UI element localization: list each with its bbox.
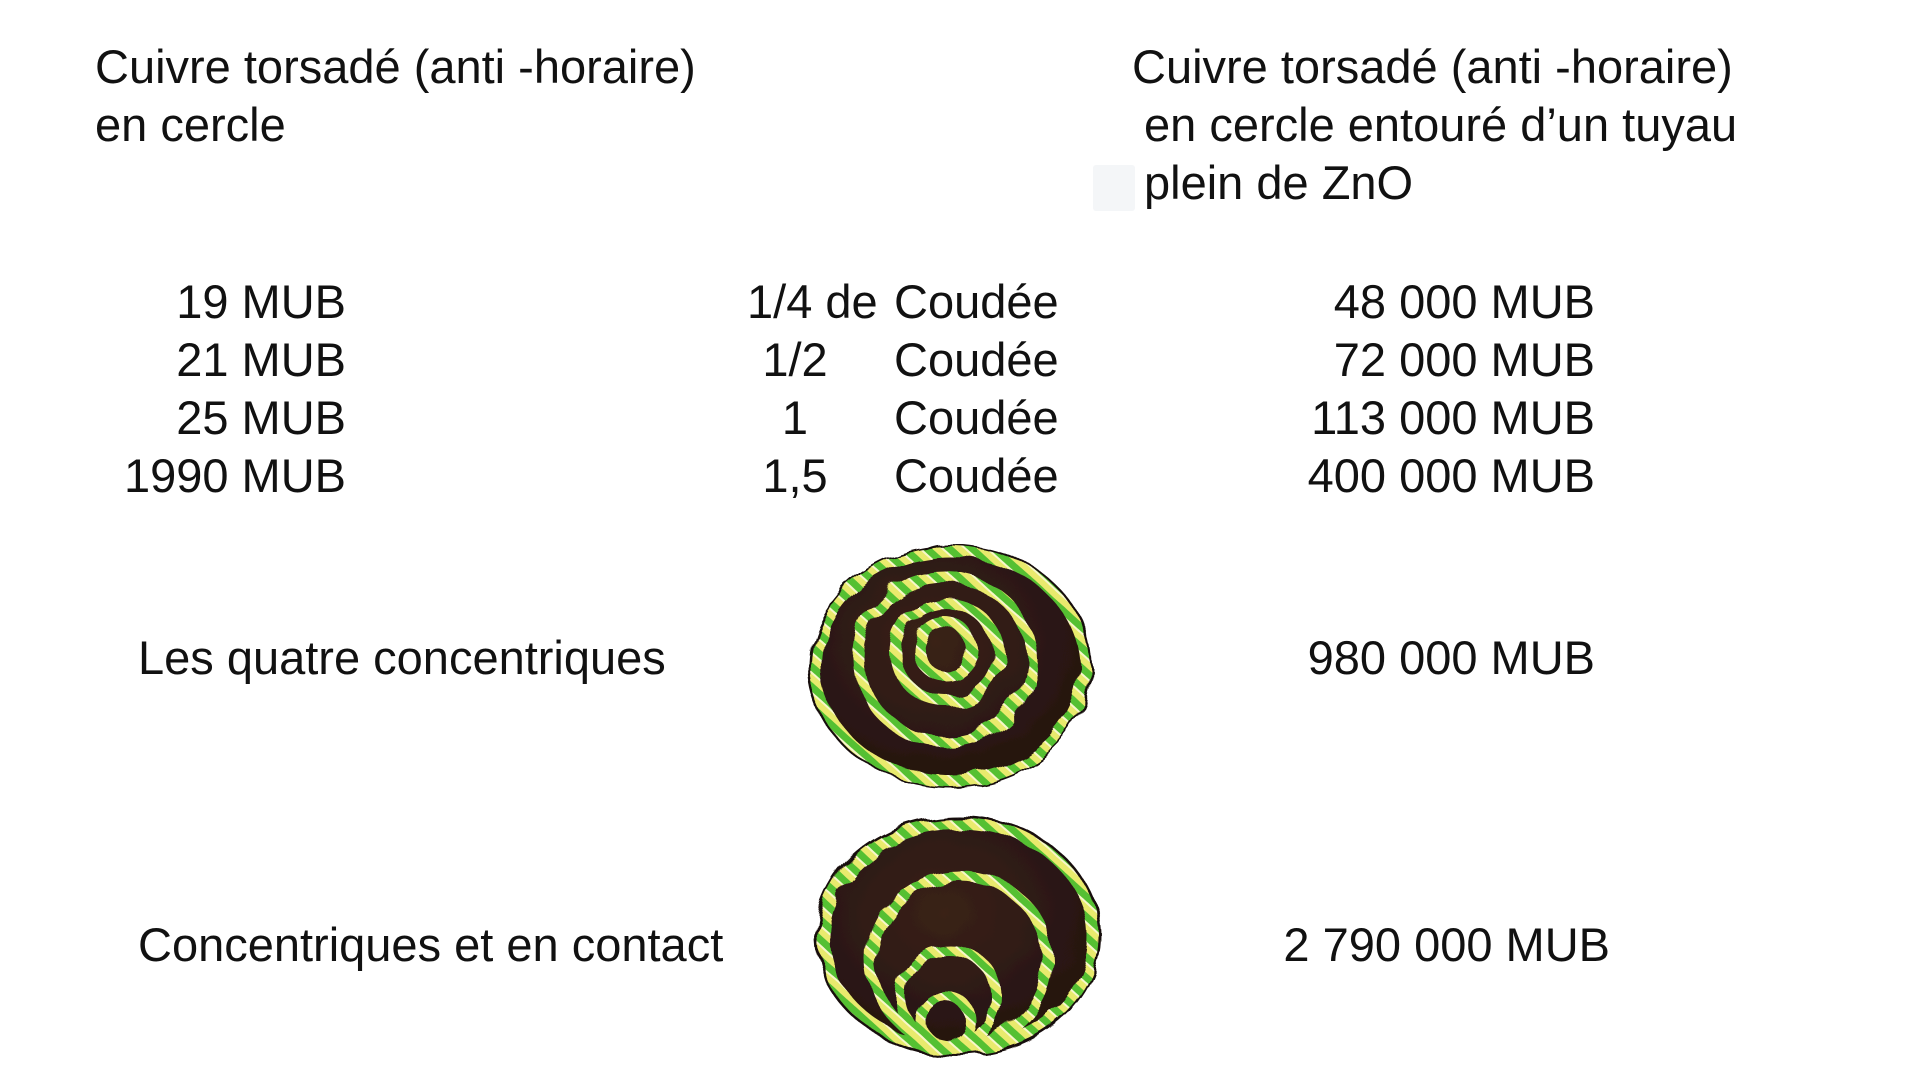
figure-value: 2 790 000 MUB <box>1283 918 1610 971</box>
mub-value-cell: 48 000 MUB <box>1333 275 1595 328</box>
mub-value-cell: 72 000 MUB <box>1333 333 1595 386</box>
length-qty-cell: 1/2 <box>762 333 828 386</box>
scan-artifact-square <box>1093 165 1135 211</box>
right-column-header: Cuivre torsadé (anti -horaire) en cercle… <box>1132 38 1737 212</box>
mub-cost-cell: 1990 MUB <box>123 449 346 502</box>
mub-value-cell: 400 000 MUB <box>1307 449 1595 502</box>
length-qty-cell: 1/4 de <box>747 275 878 328</box>
length-qty-cell: 1,5 <box>762 449 828 502</box>
length-unit-cell: Coudée <box>894 391 1059 444</box>
left-header-line1: Cuivre torsadé (anti -horaire) <box>95 40 696 93</box>
mub-cost-cell: 25 MUB <box>176 391 346 444</box>
figure-label: Les quatre concentriques <box>138 631 666 684</box>
left-column-header: Cuivre torsadé (anti -horaire) en cercle <box>95 38 696 154</box>
mub-cost-cell: 21 MUB <box>176 333 346 386</box>
tangent-rope-rings-photo <box>815 816 1101 1056</box>
length-qty-cell: 1 <box>781 391 809 444</box>
length-unit-cell: Coudée <box>894 449 1059 502</box>
four-concentric-rope-rings-photo <box>808 544 1092 788</box>
mub-cost-cell: 19 MUB <box>176 275 346 328</box>
left-header-line2: en cercle <box>95 98 286 151</box>
right-header-line2: en cercle entouré d’un tuyau <box>1144 98 1738 151</box>
mub-value-cell: 113 000 MUB <box>1311 391 1595 444</box>
length-unit-cell: Coudée <box>894 275 1059 328</box>
right-header-line3: plein de ZnO <box>1144 156 1414 209</box>
figure-label: Concentriques et en contact <box>138 918 724 971</box>
figure-value: 980 000 MUB <box>1307 631 1595 684</box>
right-header-line1: Cuivre torsadé (anti -horaire) <box>1132 40 1733 93</box>
length-unit-cell: Coudée <box>894 333 1059 386</box>
